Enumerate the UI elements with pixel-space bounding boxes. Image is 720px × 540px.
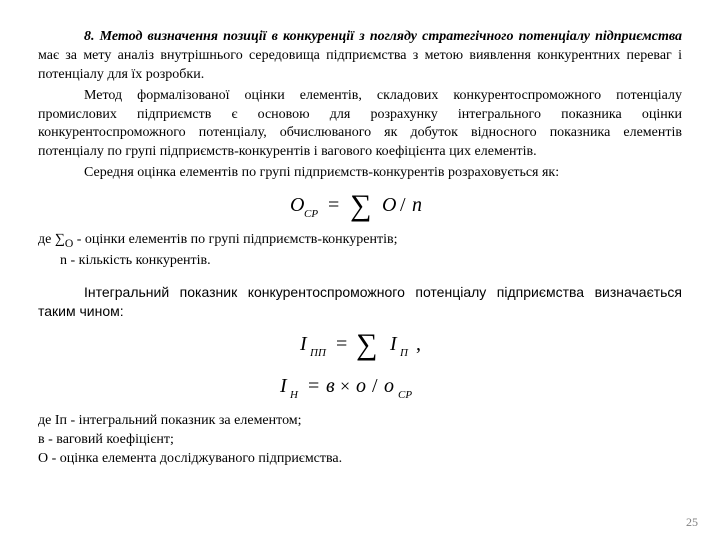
f2-rhs-sub: П (399, 347, 409, 359)
def-line-2: в - ваговий коефіцієнт; (38, 431, 682, 450)
f3-lhs-main: I (279, 375, 288, 397)
where1-sub: О (65, 237, 73, 250)
f3-b: о (356, 375, 366, 397)
where1-a: де ∑ (38, 232, 65, 247)
paragraph-1: 8. Метод визначення позиції в конкуренці… (38, 28, 682, 85)
paragraph-1-lead: 8. Метод визначення позиції в конкуренці… (84, 29, 682, 44)
def-line-1: де Іп - інтегральний показник за елемент… (38, 412, 682, 431)
f3-c-sub: CP (398, 389, 412, 401)
f1-rhs-div: n (412, 194, 422, 216)
f3-a: в (326, 375, 335, 397)
sigma-icon: ∑ (350, 189, 371, 222)
formula-in: I Н = в × о / о CP (38, 370, 682, 404)
equals-icon: = (336, 333, 347, 355)
sigma-icon: ∑ (356, 328, 377, 361)
f2-lhs-sub: ПП (309, 347, 327, 359)
times-icon: × (340, 376, 350, 396)
f1-lhs-sub: CP (304, 208, 318, 220)
f3-lhs-sub: Н (289, 389, 299, 401)
paragraph-2: Метод формалізованої оцінки елементів, с… (38, 87, 682, 163)
document-page: 8. Метод визначення позиції в конкуренці… (0, 0, 720, 540)
formula-ipp: I ПП = ∑ I П , (38, 328, 682, 362)
comma-icon: , (416, 333, 421, 355)
equals-icon: = (308, 375, 319, 397)
f3-c-main: о (384, 375, 394, 397)
paragraph-3: Середня оцінка елементів по групі підпри… (38, 164, 682, 183)
equals-icon: = (328, 194, 339, 216)
f1-lhs-main: O (290, 194, 304, 216)
page-number: 25 (686, 515, 698, 530)
f1-rhs-sum: O (382, 194, 396, 216)
f2-rhs-main: I (389, 333, 398, 355)
paragraph-1-rest: має за мету аналіз внутрішнього середови… (38, 48, 682, 82)
slash-icon: / (372, 375, 378, 397)
where-line-1: де ∑О - оцінки елементів по групі підпри… (38, 231, 682, 252)
f2-lhs-main: I (299, 333, 308, 355)
paragraph-integral: Інтегральний показник конкурентоспроможн… (38, 283, 682, 322)
where1-b: - оцінки елементів по групі підприємств-… (73, 232, 397, 247)
formula-mean: O CP = ∑ O / n (38, 189, 682, 223)
slash-icon: / (400, 194, 406, 216)
def-line-3: О - оцінка елемента досліджуваного підпр… (38, 450, 682, 469)
where-line-2: n - кількість конкурентів. (60, 252, 682, 271)
